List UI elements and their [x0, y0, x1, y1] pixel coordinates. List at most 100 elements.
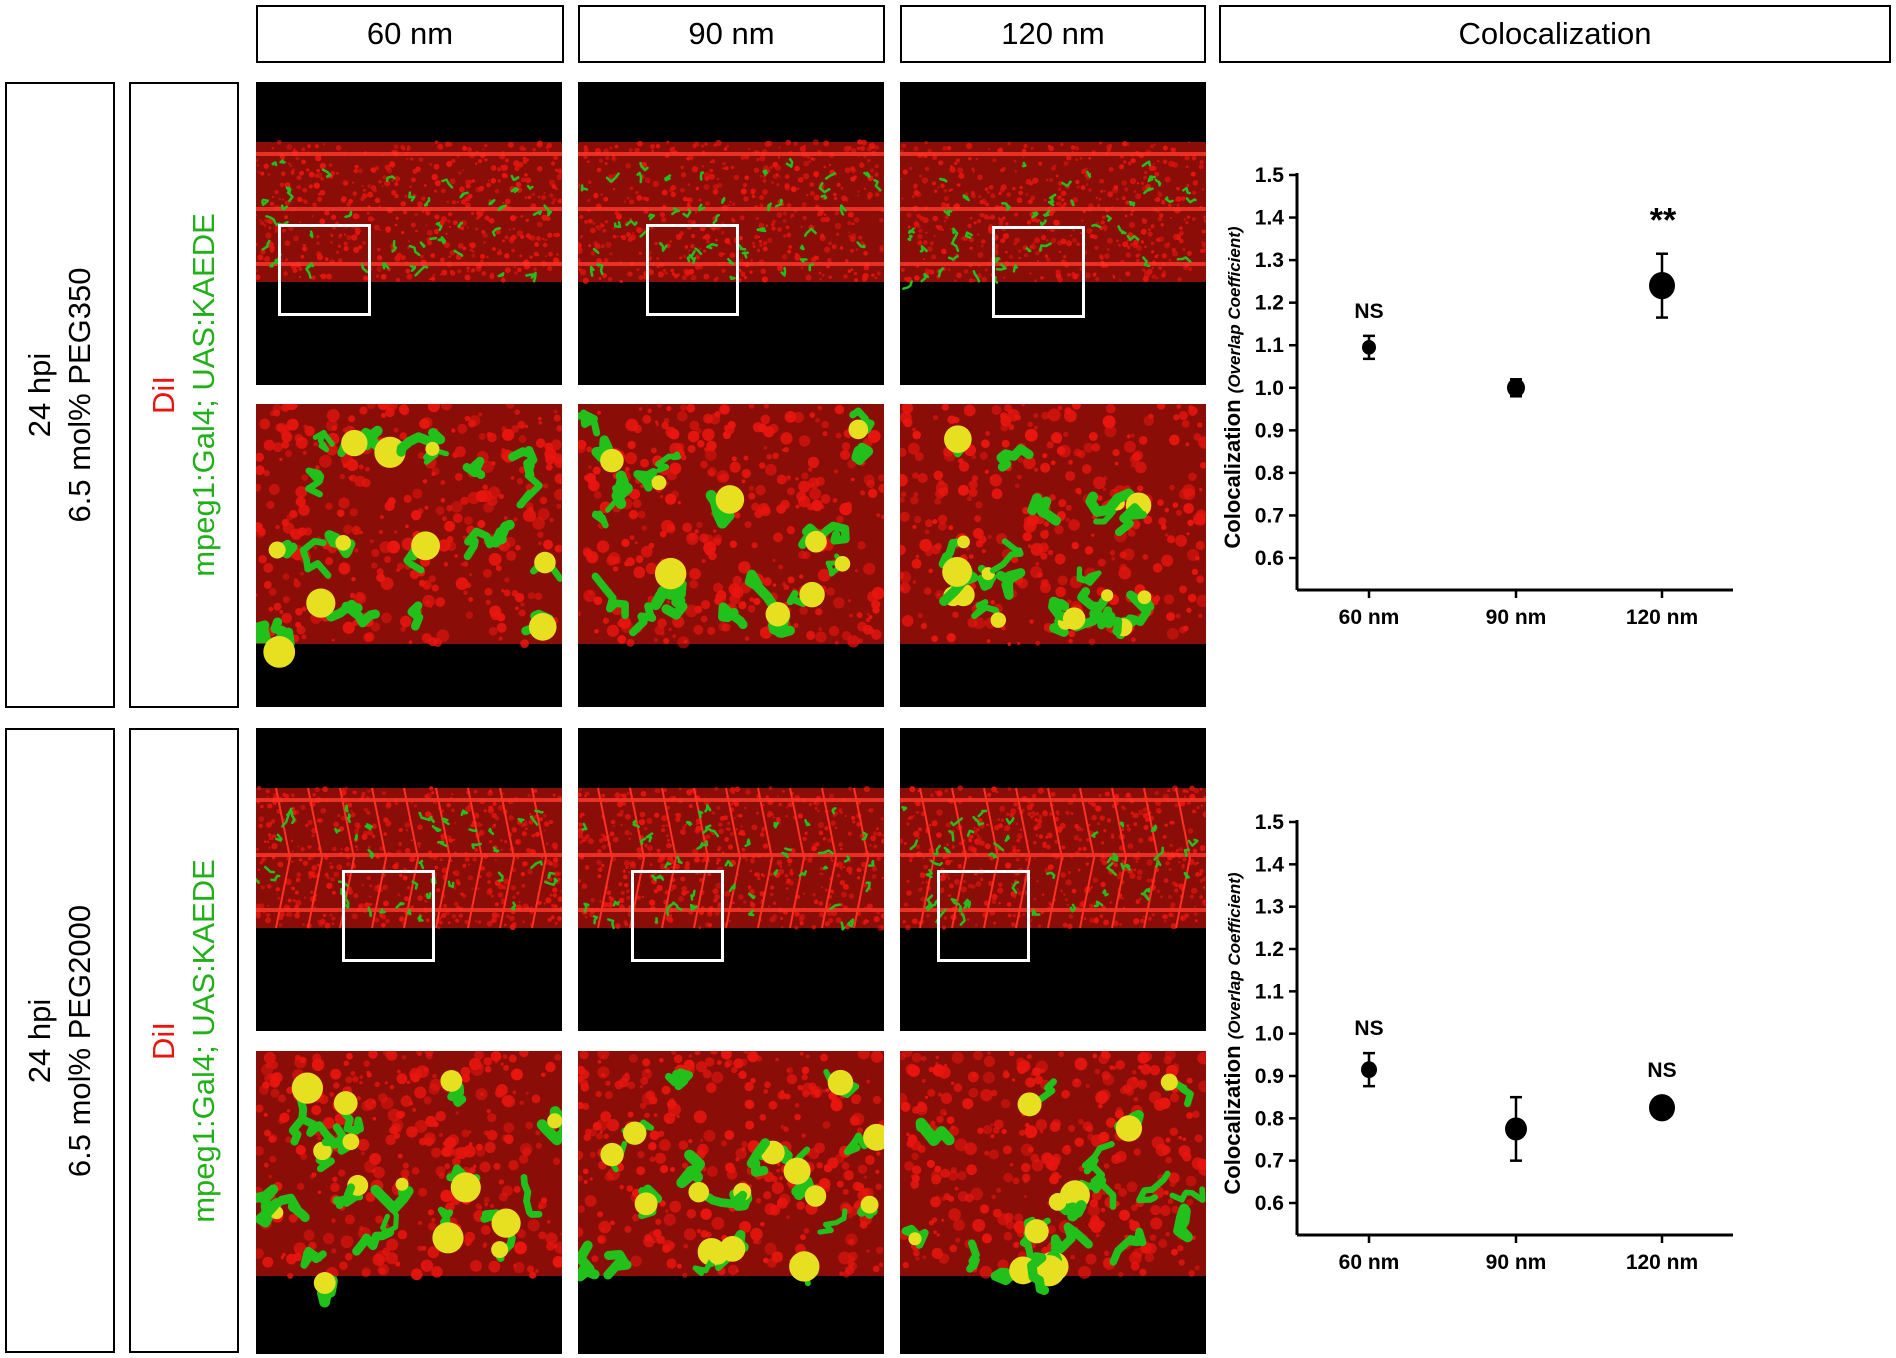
- dil-signal: [778, 146, 781, 149]
- dil-signal: [733, 1058, 744, 1069]
- dil-signal: [511, 424, 520, 433]
- header-label: Colocalization: [1458, 16, 1652, 51]
- dil-signal: [579, 269, 587, 276]
- dil-signal: [1182, 789, 1187, 793]
- dil-signal: [1199, 159, 1204, 165]
- dil-signal: [552, 893, 558, 898]
- dil-signal: [975, 827, 980, 832]
- dil-signal: [694, 529, 699, 534]
- dil-signal: [326, 882, 333, 889]
- dil-signal: [647, 408, 652, 413]
- dil-signal: [472, 250, 475, 253]
- dil-signal: [518, 466, 526, 474]
- dil-signal: [266, 840, 270, 844]
- dil-signal: [604, 220, 608, 224]
- kaede-macrophage: [396, 427, 446, 457]
- dil-signal: [647, 181, 650, 184]
- dil-signal: [1026, 804, 1033, 811]
- kaede-macrophage: [583, 902, 590, 913]
- dil-signal: [455, 918, 460, 923]
- dil-signal: [916, 224, 921, 228]
- dil-signal: [806, 155, 811, 159]
- dil-signal: [1125, 200, 1130, 205]
- dil-signal: [413, 804, 418, 808]
- dil-signal: [510, 1068, 523, 1081]
- dil-signal: [578, 241, 580, 244]
- dil-signal: [1084, 546, 1094, 555]
- dil-signal: [609, 831, 615, 837]
- dil-signal: [900, 571, 905, 580]
- dil-signal: [813, 194, 820, 201]
- dil-signal: [477, 520, 486, 529]
- dil-signal: [1186, 250, 1192, 256]
- dil-signal: [1176, 186, 1180, 191]
- dil-signal: [1089, 917, 1095, 923]
- dil-signal: [1027, 544, 1032, 548]
- dil-signal: [1140, 228, 1147, 235]
- dil-signal: [1055, 586, 1066, 598]
- dil-signal: [1007, 642, 1012, 646]
- dil-signal: [1200, 248, 1205, 254]
- dil-signal: [1100, 881, 1106, 888]
- dil-signal: [919, 872, 926, 879]
- dil-signal: [724, 238, 731, 244]
- dil-signal: [655, 143, 661, 149]
- dil-signal: [849, 613, 853, 618]
- dil-signal: [1104, 856, 1108, 860]
- dil-signal: [590, 251, 596, 256]
- dil-signal: [503, 1122, 515, 1134]
- dil-signal: [976, 218, 982, 224]
- kaede-macrophage: [963, 900, 971, 910]
- dil-signal: [1063, 202, 1067, 206]
- dil-signal: [1099, 141, 1103, 145]
- dil-signal: [628, 905, 632, 909]
- kaede-macrophage: [612, 900, 620, 907]
- dil-signal: [266, 884, 272, 889]
- kaede-macrophage: [530, 860, 543, 870]
- somite-boundary: [597, 787, 614, 929]
- dil-signal: [1161, 554, 1174, 567]
- dil-signal: [1018, 256, 1021, 260]
- dil-signal: [677, 636, 690, 649]
- dil-signal: [729, 252, 736, 259]
- dil-signal: [1150, 250, 1155, 254]
- kaede-macrophage: [925, 868, 933, 879]
- colocalized-signal: [834, 556, 851, 572]
- dil-signal: [490, 808, 494, 812]
- dil-signal: [919, 215, 925, 221]
- dil-signal: [815, 841, 820, 847]
- dil-signal: [645, 197, 650, 202]
- dil-signal: [681, 890, 687, 896]
- kaede-macrophage: [1150, 824, 1158, 832]
- kaede-macrophage: [964, 231, 973, 239]
- kaede-macrophage: [1025, 247, 1032, 253]
- dil-signal: [947, 268, 951, 271]
- dil-signal: [361, 185, 364, 188]
- dil-signal: [954, 161, 958, 165]
- dil-signal: [258, 816, 265, 822]
- dil-signal: [508, 915, 515, 922]
- dil-signal: [928, 269, 931, 272]
- header-colocalization: Colocalization: [1219, 5, 1891, 63]
- dil-signal: [1030, 543, 1044, 556]
- dil-signal: [826, 587, 835, 597]
- kaede-macrophage: [613, 221, 622, 229]
- dil-signal: [288, 1213, 298, 1223]
- dil-signal: [1125, 271, 1131, 277]
- kaede-macrophage: [529, 815, 539, 826]
- dil-signal: [309, 845, 312, 848]
- dil-signal: [1146, 878, 1151, 883]
- dil-signal: [424, 899, 428, 903]
- dil-signal: [333, 871, 340, 878]
- dil-signal: [738, 601, 747, 610]
- dil-signal: [293, 578, 298, 582]
- dil-signal: [488, 1260, 501, 1273]
- dil-signal: [722, 167, 725, 170]
- dil-signal: [1157, 216, 1163, 222]
- dil-signal: [446, 160, 453, 168]
- dil-signal: [847, 635, 860, 648]
- dil-signal: [303, 527, 313, 536]
- dil-signal: [1175, 509, 1183, 516]
- dil-signal: [336, 171, 339, 175]
- dil-signal: [424, 505, 429, 510]
